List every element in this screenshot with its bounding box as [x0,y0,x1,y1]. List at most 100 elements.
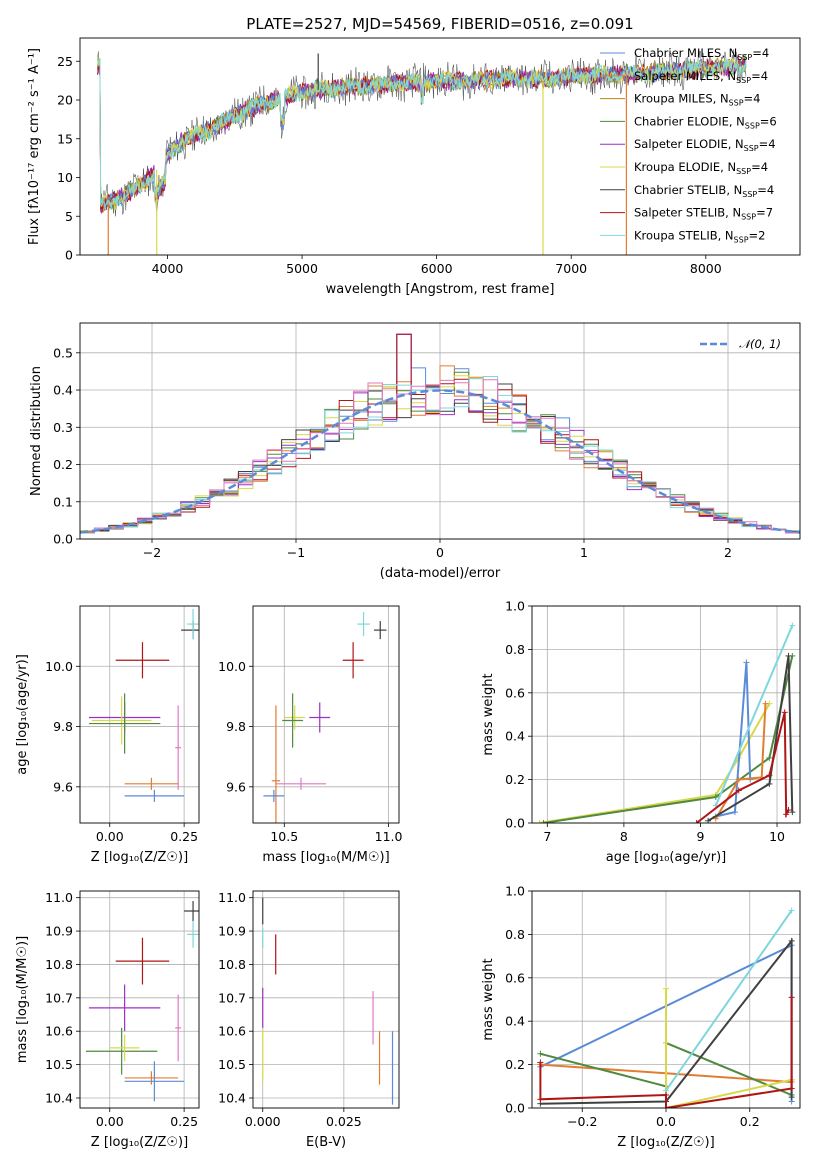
errorbar-point [88,984,161,1032]
y-tick-label: 0.2 [53,457,73,472]
weight-line-chabrier_miles [715,662,752,818]
panel-mass_vs_Z: 0.00 0.25 10.4 10.5 10.6 10.7 10.8 10.9 11.0 Z [l… [15,890,200,1150]
x-axis-label: wavelength [Angstrom, rest frame] [326,282,555,297]
axes-frame [252,890,400,1109]
y-tick-label: 10.4 [218,1090,246,1105]
errorbar-point [357,612,370,637]
weight-line-chabrier_stelib [707,655,794,822]
weight-marker [788,994,795,1001]
y-tick-label: 0.5 [53,345,73,360]
errorbar-point [187,609,199,640]
weight-line-salpeter_stelib [539,997,793,1108]
figure-title: PLATE=2527, MJD=54569, FIBERID=0516, z=0… [246,15,633,33]
y-axis-label: age [log₁₀(age/yr)] [15,654,30,775]
errorbar-point [263,789,285,802]
x-axis-label: (data-model)/error [380,566,501,581]
y-tick-label: 10.9 [218,924,246,939]
y-tick-label: 10.8 [45,957,73,972]
panel-residuals: −2 −1 0 1 2 0.0 0.1 0.2 0.3 0.4 0.5 (data-model)/er… [29,322,801,581]
x-tick-label: 0 [436,545,444,560]
axes-frame [79,322,801,540]
y-tick-label: 0.8 [505,642,525,657]
errorbar-point [175,705,182,790]
y-tick-label: 0.2 [505,1057,525,1072]
weight-marker [735,787,742,794]
x-tick-label: 0.000 [245,1114,281,1129]
x-axis-label: Z [log₁₀(Z/Z☉)] [617,1135,714,1150]
weight-marker [785,652,792,659]
x-axis-label: age [log₁₀(age/yr)] [606,850,727,865]
y-tick-label: 0.0 [53,532,73,547]
weight-marker [536,820,543,823]
y-tick-label: 10 [57,170,73,185]
weight-marker [781,709,788,716]
weight-marker [540,820,547,823]
weight-line-kroupa_elodie [665,988,792,1108]
x-tick-label: 0.025 [326,1114,362,1129]
x-tick-label: 0.25 [170,829,198,844]
errorbar-point [115,937,170,985]
errorbar-point [109,1034,140,1062]
y-tick-label: 10.5 [218,1057,246,1072]
errorbar-point [85,1027,158,1075]
errorbar-point [373,621,387,640]
panel-age_vs_Z: 0.00 0.25 9.6 9.8 10.0 Z [log₁₀(Z/Z☉)] age [lo… [15,605,200,865]
weight-marker [537,1059,544,1066]
y-tick-label: 0 [65,248,73,263]
y-tick-label: 1.0 [505,884,525,899]
weight-marker [537,1050,544,1057]
y-tick-label: 10.5 [45,1057,73,1072]
x-axis-label: E(B-V) [306,1135,346,1150]
y-tick-label: 0.6 [505,685,525,700]
x-axis-label: Z [log₁₀(Z/Z☉)] [91,1135,188,1150]
panel-spectrum: 4000 5000 6000 7000 8000 0 5 10 15 20 25 wavelength… [27,37,801,297]
weight-marker [766,772,773,779]
x-tick-label: −0.2 [567,1114,597,1129]
y-tick-label: 0.4 [505,729,525,744]
errorbar-point [275,777,326,790]
y-tick-label: 1.0 [505,599,525,614]
weight-marker [766,780,773,787]
x-tick-label: 0.2 [740,1114,760,1129]
y-tick-label: 0.4 [53,383,73,398]
x-tick-label: 8000 [690,261,722,276]
y-tick-label: 10.6 [218,1024,246,1039]
panel-weight_vs_Z: −0.2 0.0 0.2 0.0 0.2 0.4 0.6 0.8 1.0 Z [log₁₀(Z/Z… [481,884,801,1150]
errorbar-point [124,1071,179,1085]
weight-line-salpeter_stelib [695,712,790,823]
axes-frame [79,37,801,256]
plot-area-age_vs_mass [263,612,387,823]
errorbar-point [309,702,331,733]
y-axis-label: Normed distribution [29,366,44,496]
y-tick-label: 10.7 [218,990,246,1005]
errorbar-point [284,705,306,730]
weight-marker [735,776,742,783]
x-tick-label: 1 [580,545,588,560]
y-tick-label: 9.6 [226,779,246,794]
y-tick-label: 9.8 [53,719,73,734]
errorbar-point [271,705,281,823]
plot-area-mass_vs_Z [85,901,199,1102]
x-tick-label: 0.0 [656,1114,676,1129]
panel-age_vs_mass: 10.5 11.0 9.6 9.8 10.0 mass [log₁₀(M/M☉)] [218,605,403,865]
weight-line-kroupa_stelib [714,625,794,806]
x-tick-label: 8 [620,829,628,844]
x-axis-label: Z [log₁₀(Z/Z☉)] [91,850,188,865]
plot-area-weight_vs_age [536,622,796,823]
y-axis-label: mass weight [481,958,496,1040]
plot-area-mass_vs_ebv [262,897,394,1105]
x-tick-label: 5000 [286,261,318,276]
normal-curve [80,389,800,534]
x-tick-label: 0.00 [96,1114,124,1129]
weight-marker [785,806,792,813]
errorbar-point [115,642,170,679]
axes-frame [531,890,801,1109]
legend-entry: Salpeter STELIB, NSSP=7 [634,206,773,222]
weight-line-kroupa_stelib [665,909,793,1092]
weight-marker [537,1096,544,1103]
x-tick-label: 2 [724,545,732,560]
errorbar-point [88,693,161,754]
y-tick-label: 25 [57,54,73,69]
legend-entry: Kroupa MILES, NSSP=4 [634,92,760,108]
y-tick-label: 0.3 [53,420,73,435]
